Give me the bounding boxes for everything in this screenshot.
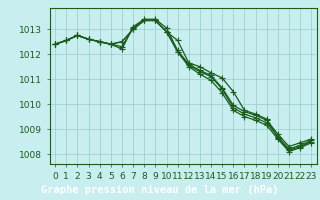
Text: Graphe pression niveau de la mer (hPa): Graphe pression niveau de la mer (hPa) [41,185,279,195]
